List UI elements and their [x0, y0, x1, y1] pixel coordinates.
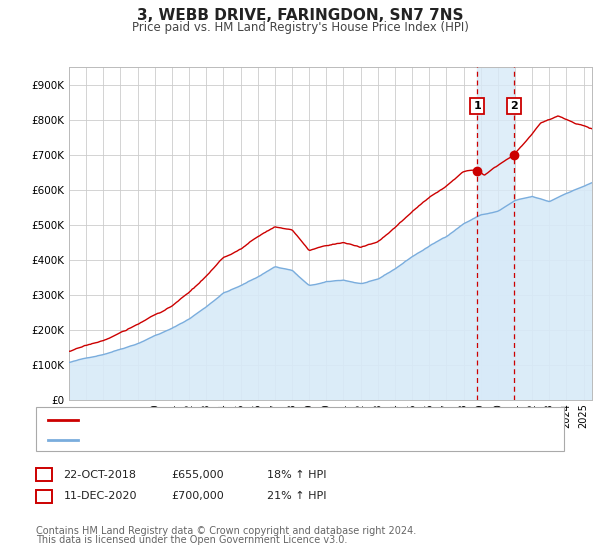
Text: 3, WEBB DRIVE, FARINGDON, SN7 7NS (detached house): 3, WEBB DRIVE, FARINGDON, SN7 7NS (detac…: [81, 415, 391, 425]
Text: 1: 1: [473, 101, 481, 111]
Text: £700,000: £700,000: [171, 491, 224, 501]
Text: 11-DEC-2020: 11-DEC-2020: [64, 491, 137, 501]
Bar: [478, 67, 514, 400]
Text: £655,000: £655,000: [171, 469, 224, 479]
Text: Contains HM Land Registry data © Crown copyright and database right 2024.: Contains HM Land Registry data © Crown c…: [36, 526, 416, 536]
Text: This data is licensed under the Open Government Licence v3.0.: This data is licensed under the Open Gov…: [36, 535, 347, 545]
Text: 21% ↑ HPI: 21% ↑ HPI: [267, 491, 326, 501]
Text: Price paid vs. HM Land Registry's House Price Index (HPI): Price paid vs. HM Land Registry's House …: [131, 21, 469, 34]
Text: 2: 2: [40, 491, 47, 501]
Text: HPI: Average price, detached house, Vale of White Horse: HPI: Average price, detached house, Vale…: [81, 435, 391, 445]
Text: 1: 1: [40, 469, 47, 479]
Text: 22-OCT-2018: 22-OCT-2018: [64, 469, 137, 479]
Text: 3, WEBB DRIVE, FARINGDON, SN7 7NS: 3, WEBB DRIVE, FARINGDON, SN7 7NS: [137, 8, 463, 24]
Text: 2: 2: [510, 101, 518, 111]
Text: 18% ↑ HPI: 18% ↑ HPI: [267, 469, 326, 479]
